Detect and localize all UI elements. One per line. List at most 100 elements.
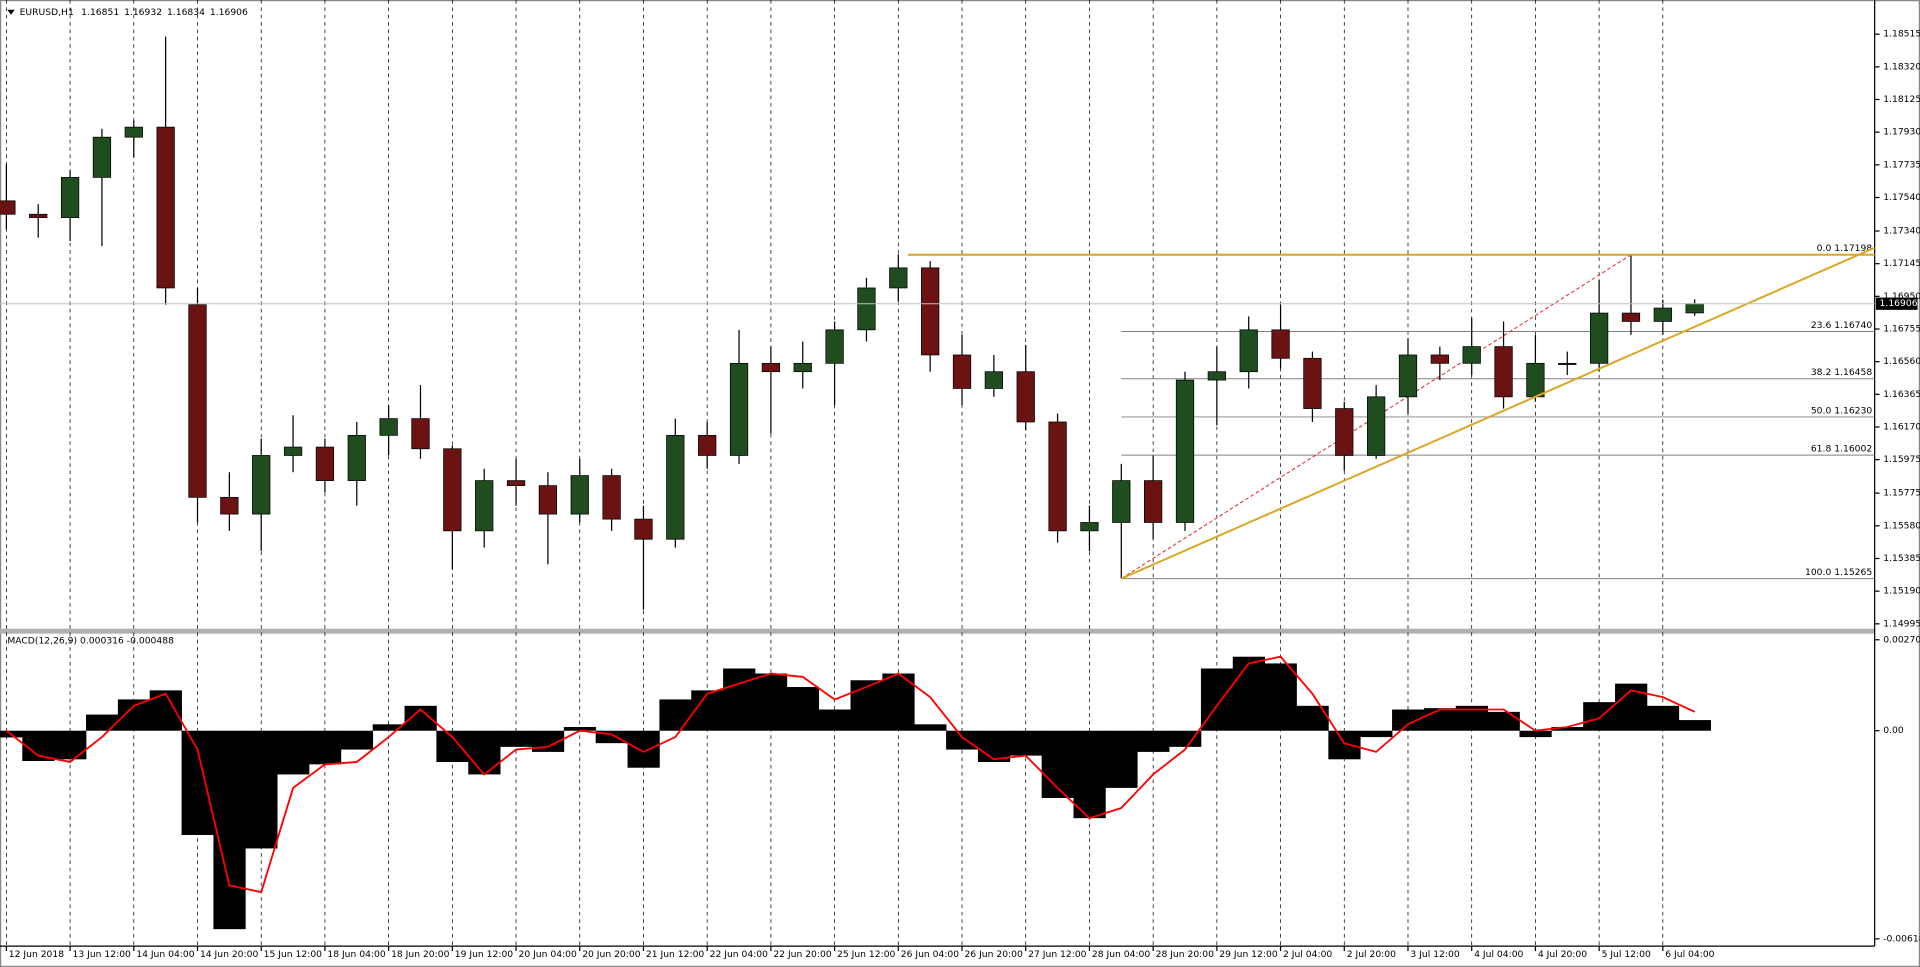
candle-body bbox=[921, 267, 940, 356]
macd-bar bbox=[1041, 730, 1074, 798]
candle-body bbox=[538, 485, 558, 515]
macd-bar bbox=[1360, 730, 1393, 738]
macd-bar bbox=[818, 709, 851, 731]
macd-bar bbox=[659, 699, 692, 731]
macd-bar bbox=[117, 699, 151, 731]
fib-label: 0.0 1.17198 bbox=[1817, 243, 1873, 254]
candle-body bbox=[952, 354, 972, 389]
macd-bar bbox=[1073, 730, 1106, 819]
header-value: 1.16834 bbox=[167, 7, 205, 18]
y-tick-label: 1.17145 bbox=[1883, 258, 1920, 269]
header-value: 1.16851 bbox=[81, 7, 119, 18]
x-tick-label: 25 Jun 12:00 bbox=[837, 949, 896, 960]
x-tick-label: 4 Jul 04:00 bbox=[1474, 949, 1523, 960]
macd-bar bbox=[1678, 720, 1711, 731]
x-tick-label: 12 Jun 2018 bbox=[9, 949, 64, 960]
x-tick-label: 26 Jun 04:00 bbox=[901, 949, 960, 960]
candle-body bbox=[1653, 307, 1672, 322]
candle-body bbox=[1398, 354, 1418, 398]
macd-bar bbox=[149, 690, 182, 731]
candle-body bbox=[475, 480, 494, 532]
x-tick-label: 26 Jun 20:00 bbox=[964, 949, 1023, 960]
symbol-title: EURUSD,H1 bbox=[20, 7, 74, 18]
macd-bar bbox=[1392, 709, 1425, 731]
macd-bar bbox=[1646, 705, 1680, 731]
candle-body bbox=[1367, 396, 1386, 456]
price-label: 1.16906 bbox=[1880, 298, 1918, 309]
macd-bar bbox=[86, 714, 119, 731]
candle-body bbox=[1526, 362, 1545, 398]
x-tick-label: 3 Jul 12:00 bbox=[1410, 949, 1459, 960]
macd-bar bbox=[1615, 683, 1648, 731]
y-tick-label: 1.15580 bbox=[1883, 520, 1920, 531]
y-tick-label: 1.17540 bbox=[1883, 192, 1920, 203]
y-tick-label: 1.14995 bbox=[1883, 618, 1920, 629]
x-tick-label: 15 Jun 12:00 bbox=[264, 949, 323, 960]
macd-bar bbox=[1583, 702, 1616, 731]
price-box bbox=[1875, 297, 1918, 310]
y-tick-label: 1.15190 bbox=[1883, 586, 1920, 597]
x-tick-label: 6 Jul 04:00 bbox=[1665, 949, 1714, 960]
candle-body bbox=[1303, 357, 1322, 409]
candle-body bbox=[188, 304, 207, 498]
fib-label: 100.0 1.15265 bbox=[1805, 567, 1872, 578]
candle-body bbox=[698, 434, 717, 456]
candle-body bbox=[1271, 329, 1290, 359]
y-tick-label: 0.002704 bbox=[1883, 634, 1920, 645]
macd-bar bbox=[1169, 730, 1202, 747]
candle-body bbox=[857, 287, 876, 331]
menu-arrow bbox=[7, 9, 15, 15]
candle-body bbox=[634, 518, 653, 540]
y-tick-label: 1.16170 bbox=[1883, 421, 1920, 432]
candle-body bbox=[29, 213, 48, 218]
macd-bar bbox=[1232, 656, 1266, 731]
macd-bar bbox=[1487, 711, 1520, 731]
y-tick-label: 1.15385 bbox=[1883, 553, 1920, 564]
y-tick-label: 1.15975 bbox=[1883, 454, 1920, 465]
candle-body bbox=[889, 267, 908, 289]
y-tick-label: 1.17340 bbox=[1883, 225, 1920, 236]
macd-bar bbox=[1105, 730, 1138, 788]
x-tick-label: 4 Jul 20:00 bbox=[1538, 949, 1587, 960]
macd-bar bbox=[500, 730, 533, 747]
x-tick-label: 22 Jun 04:00 bbox=[710, 949, 769, 960]
macd-bar bbox=[372, 724, 405, 731]
panel-separator bbox=[0, 628, 1875, 634]
macd-bar bbox=[1423, 708, 1457, 731]
macd-bar bbox=[1519, 730, 1552, 738]
x-tick-label: 29 Jun 12:00 bbox=[1219, 949, 1278, 960]
candle-body bbox=[1175, 379, 1195, 523]
candle-body bbox=[283, 446, 303, 456]
x-tick-label: 13 Jun 12:00 bbox=[73, 949, 132, 960]
macd-bar bbox=[563, 727, 597, 731]
candle-body bbox=[984, 371, 1004, 389]
candle-body bbox=[1207, 371, 1226, 381]
macd-bar bbox=[308, 730, 342, 765]
candle-body bbox=[1589, 312, 1609, 364]
signal-line bbox=[5, 655, 1696, 894]
y-tick-label: 1.16950 bbox=[1883, 291, 1920, 302]
candle-body bbox=[1239, 329, 1258, 373]
candle-body bbox=[1430, 354, 1449, 364]
candle-body bbox=[443, 448, 462, 532]
macd-bar bbox=[754, 673, 788, 731]
header-value: 1.16932 bbox=[124, 7, 162, 18]
candle-body bbox=[1016, 371, 1035, 423]
macd-bar bbox=[245, 730, 278, 849]
candle-body bbox=[761, 362, 781, 373]
fib-label: 61.8 1.16002 bbox=[1811, 444, 1872, 455]
macd-bar bbox=[946, 730, 979, 750]
candle-body bbox=[1112, 480, 1131, 523]
macd-bar bbox=[1551, 727, 1584, 731]
x-tick-label: 5 Jul 12:00 bbox=[1602, 949, 1651, 960]
grid bbox=[6, 0, 1664, 947]
x-tick-label: 14 Jun 04:00 bbox=[136, 949, 195, 960]
candle-body bbox=[506, 480, 526, 486]
candle-body bbox=[793, 362, 812, 373]
candle-body bbox=[379, 418, 398, 436]
candle-body bbox=[825, 329, 844, 364]
candle-body bbox=[1558, 362, 1577, 365]
plot: 0.0 1.17198 23.6 1.16740 38.2 1.16458 50.0 … bbox=[0, 36, 1876, 930]
macd-bar bbox=[1137, 730, 1170, 752]
